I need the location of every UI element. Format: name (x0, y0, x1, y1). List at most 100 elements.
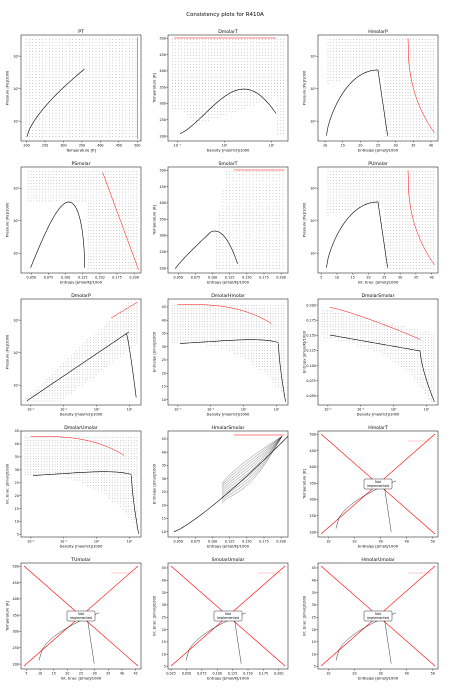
data-point (259, 86, 260, 87)
data-point (178, 45, 179, 47)
x-tick-label: 10¹ (269, 144, 275, 148)
data-point (202, 114, 203, 115)
data-point (135, 39, 137, 40)
data-point (107, 174, 109, 175)
data-point (95, 50, 97, 52)
data-point (259, 171, 260, 172)
data-point (187, 61, 188, 62)
data-point (390, 215, 392, 216)
data-point (427, 136, 429, 137)
data-point (242, 221, 244, 222)
data-point (393, 130, 394, 131)
data-point (419, 103, 420, 105)
data-point (407, 127, 409, 129)
data-point (122, 133, 123, 134)
data-point (266, 249, 267, 250)
data-point (125, 65, 127, 67)
data-point (93, 218, 95, 219)
data-point (55, 124, 57, 126)
data-point (280, 123, 281, 125)
data-point (92, 89, 93, 90)
data-point (362, 203, 363, 205)
data-point (99, 53, 100, 55)
data-point (339, 185, 340, 187)
data-point (65, 197, 66, 199)
data-point (327, 200, 329, 202)
data-point (133, 200, 135, 202)
data-point (229, 83, 230, 84)
data-point (214, 64, 215, 65)
data-point (359, 194, 360, 196)
data-point (202, 42, 203, 44)
data-point (242, 243, 244, 244)
data-point (125, 177, 126, 178)
data-point (413, 109, 414, 111)
data-point (136, 197, 137, 199)
data-point (379, 65, 380, 67)
data-point (79, 182, 80, 184)
data-point (125, 200, 126, 202)
y-tick-label: 10⁴ (13, 54, 19, 58)
data-point (52, 136, 53, 137)
data-point (220, 95, 221, 97)
data-point (105, 235, 106, 237)
data-point (238, 83, 239, 84)
data-point (356, 56, 357, 58)
data-point (390, 203, 392, 205)
data-point (269, 249, 270, 250)
data-point (236, 199, 237, 201)
data-point (175, 107, 176, 109)
data-point (56, 200, 57, 202)
data-point (113, 174, 115, 175)
data-point (239, 246, 240, 247)
data-point (410, 92, 412, 93)
data-point (427, 53, 429, 55)
data-point (87, 265, 89, 266)
data-point (190, 101, 191, 103)
data-point (266, 246, 267, 247)
data-point (241, 70, 242, 72)
data-point (133, 262, 135, 263)
data-point (93, 206, 95, 208)
data-point (49, 68, 50, 70)
data-point (193, 95, 194, 97)
data-point (229, 258, 230, 260)
data-point (95, 71, 97, 73)
data-point (402, 74, 403, 76)
data-point (249, 196, 250, 197)
data-point (353, 47, 354, 49)
data-point (42, 42, 43, 43)
data-point (359, 191, 360, 193)
data-point (85, 127, 87, 129)
data-point (132, 109, 133, 111)
data-point (27, 179, 29, 181)
data-point (344, 209, 346, 210)
data-point (232, 95, 233, 97)
data-point (92, 98, 93, 99)
data-point (113, 250, 115, 252)
data-point (330, 171, 332, 172)
data-point (67, 197, 69, 199)
data-point (364, 179, 366, 181)
data-point (256, 89, 257, 90)
data-point (190, 107, 191, 109)
data-point (367, 182, 369, 184)
data-point (125, 221, 126, 222)
data-point (244, 61, 245, 62)
data-point (79, 197, 80, 199)
data-point (387, 259, 389, 261)
data-point (25, 133, 27, 134)
data-point (333, 203, 334, 205)
data-point (387, 121, 389, 123)
data-point (330, 194, 332, 196)
data-point (211, 92, 212, 93)
data-point (333, 188, 334, 190)
data-point (410, 103, 412, 105)
data-point (219, 264, 220, 266)
data-point (283, 129, 284, 131)
data-point (62, 47, 63, 49)
data-point (280, 132, 281, 134)
data-point (382, 200, 383, 202)
data-point (202, 73, 203, 75)
data-point (336, 56, 337, 58)
